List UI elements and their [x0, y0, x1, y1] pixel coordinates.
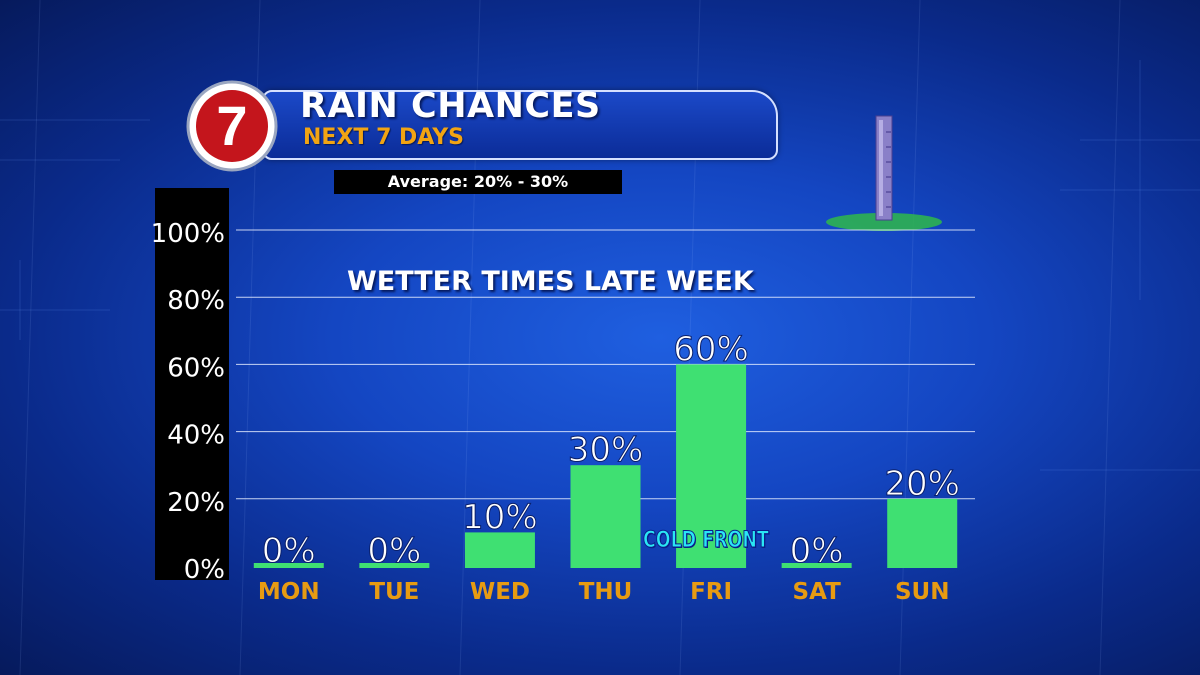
- bar-sun: [887, 498, 958, 568]
- bar-mon: [253, 563, 324, 568]
- x-tick-label-tue: TUE: [369, 579, 419, 605]
- data-label-sat: 0%: [790, 531, 844, 571]
- bar-sat: [781, 563, 852, 568]
- x-tick-label-sat: SAT: [793, 579, 842, 605]
- page-title: RAIN CHANCES: [300, 86, 601, 126]
- header-plate: [262, 90, 778, 160]
- average-badge: Average: 20% - 30%: [334, 170, 622, 194]
- rain-gauge-icon: [826, 115, 942, 231]
- bar-fri: [676, 364, 747, 568]
- x-tick-label-mon: MON: [258, 579, 320, 605]
- y-axis-panel: [155, 188, 229, 580]
- bar-wed: [464, 532, 535, 568]
- chart-annotation: WETTER TIMES LATE WEEK: [347, 266, 754, 297]
- station-logo: 7: [186, 80, 278, 172]
- data-label-thu: 30%: [568, 430, 644, 470]
- bar-thu: [570, 465, 641, 568]
- y-tick-label: 40%: [167, 421, 225, 451]
- data-label-tue: 0%: [367, 531, 421, 571]
- x-tick-label-thu: THU: [579, 579, 633, 605]
- bar-tue: [359, 563, 430, 568]
- data-label-sun: 20%: [884, 464, 960, 504]
- y-tick-label: 100%: [151, 219, 225, 249]
- y-tick-label: 80%: [167, 286, 225, 316]
- x-tick-label-wed: WED: [470, 579, 530, 605]
- page-subtitle: NEXT 7 DAYS: [303, 125, 464, 150]
- x-tick-label-fri: FRI: [690, 579, 732, 605]
- data-label-fri: 60%: [673, 329, 749, 369]
- y-tick-label: 60%: [167, 353, 225, 383]
- logo-text: 7: [216, 94, 247, 157]
- y-tick-label: 0%: [184, 555, 225, 585]
- y-tick-label: 20%: [167, 488, 225, 518]
- data-label-wed: 10%: [462, 497, 538, 537]
- data-label-mon: 0%: [262, 531, 316, 571]
- cold-front-label: COLD FRONT: [643, 528, 770, 554]
- x-tick-label-sun: SUN: [895, 579, 950, 605]
